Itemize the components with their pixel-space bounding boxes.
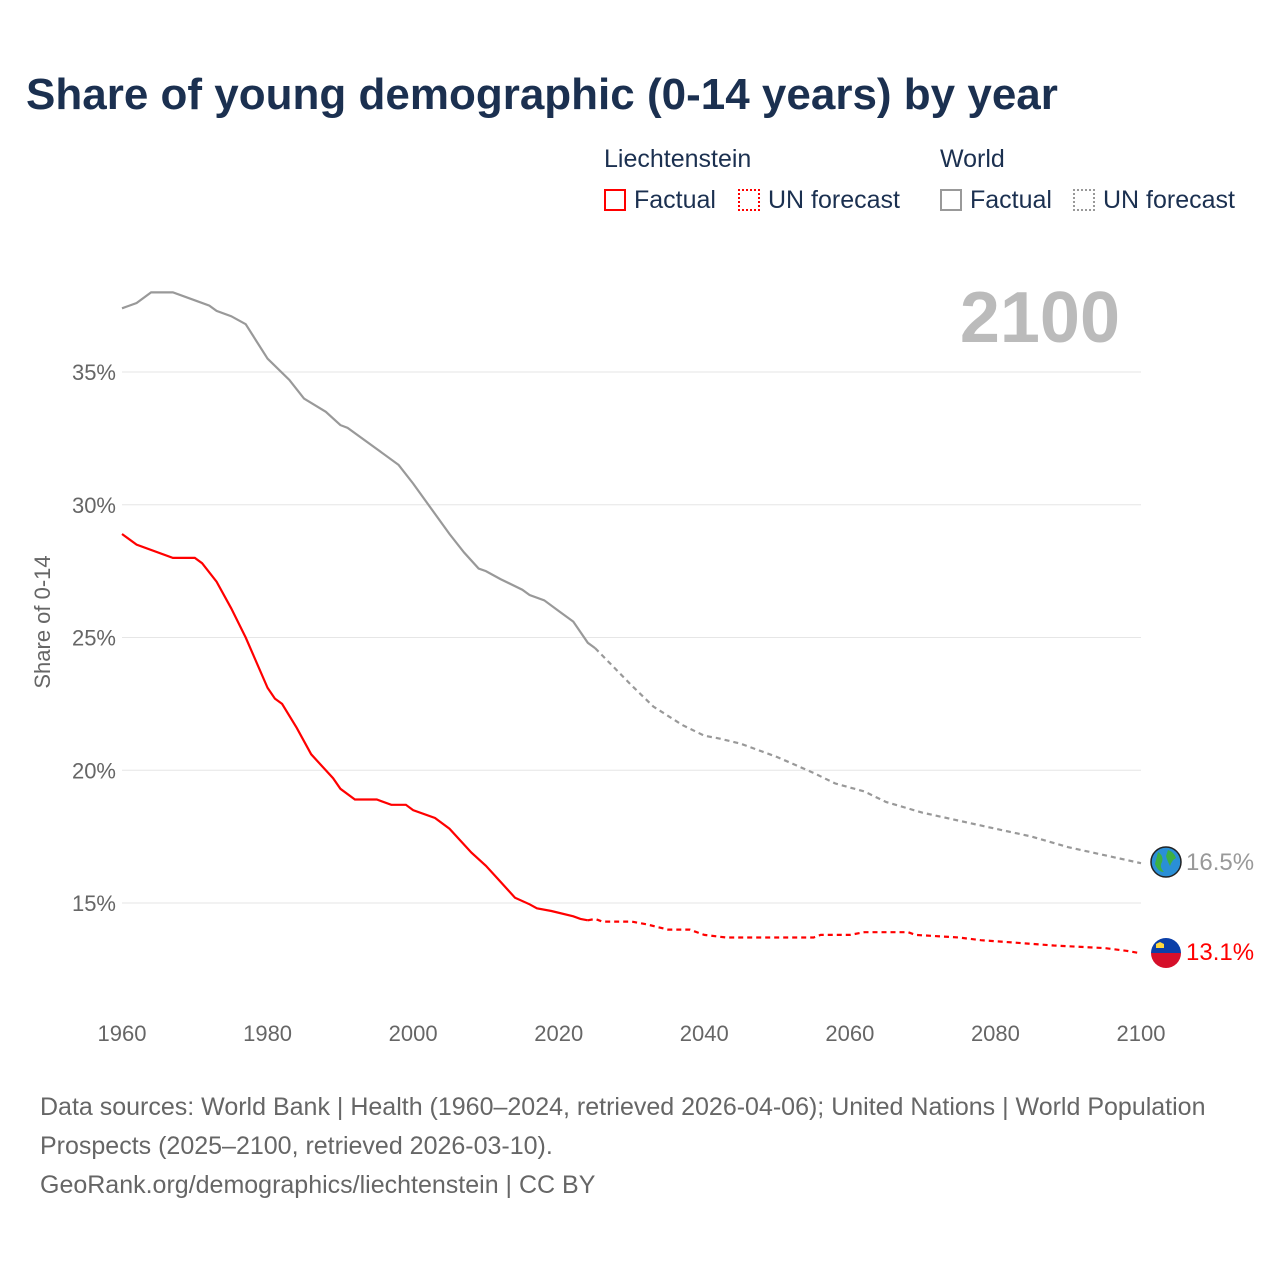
y-tick-label: 15% [72, 891, 116, 916]
legend-li-factual[interactable]: Factual [604, 186, 716, 215]
y-tick-label: 20% [72, 758, 116, 783]
legend-swatch-dotted [738, 189, 760, 211]
legend-group-liechtenstein: Liechtenstein [604, 145, 752, 173]
y-axis-label: Share of 0-14 [30, 555, 55, 688]
world-end-label: 16.5% [1186, 849, 1254, 876]
x-tick-label: 2020 [534, 1021, 583, 1046]
chart-title: Share of young demographic (0-14 years) … [26, 70, 1058, 119]
source-link[interactable]: GeoRank.org/demographics/liechtenstein |… [40, 1171, 596, 1199]
world-factual-line [121, 291, 596, 649]
liechtenstein-end-label: 13.1% [1186, 939, 1254, 966]
x-tick-label: 2080 [971, 1021, 1020, 1046]
x-tick-label: 1980 [243, 1021, 292, 1046]
legend-label: UN forecast [768, 186, 900, 214]
legend-swatch-solid [604, 189, 626, 211]
legend-label: Factual [970, 186, 1052, 214]
legend-li-forecast[interactable]: UN forecast [738, 186, 900, 215]
legend-swatch-solid [940, 189, 962, 211]
x-tick-label: 2100 [1117, 1021, 1166, 1046]
legend-label: UN forecast [1103, 186, 1235, 214]
data-sources-text: Data sources: World Bank | Health (1960–… [40, 1093, 1206, 1160]
liechtenstein-forecast-line [587, 917, 1142, 955]
liechtenstein-factual-line [121, 533, 589, 922]
line-chart: 15% 20% 25% 30% 35% 1960 1980 2000 2020 2040 2060 2… [30, 278, 1254, 1046]
legend-swatch-dotted [1073, 189, 1095, 211]
legend-world-forecast[interactable]: UN forecast [1073, 186, 1235, 215]
legend-label: Factual [634, 186, 716, 214]
year-label: 2100 [960, 278, 1120, 358]
world-globe-icon [1150, 846, 1182, 878]
x-tick-label: 2040 [680, 1021, 729, 1046]
x-tick-label: 1960 [98, 1021, 147, 1046]
world-forecast-line [594, 647, 1142, 865]
footer: Data sources: World Bank | Health (1960–… [40, 1088, 1220, 1205]
y-tick-label: 35% [72, 360, 116, 385]
y-tick-label: 25% [72, 626, 116, 651]
liechtenstein-flag-icon [1151, 938, 1181, 968]
y-tick-label: 30% [72, 493, 116, 518]
x-tick-label: 2060 [825, 1021, 874, 1046]
legend-group-world: World [940, 145, 1005, 173]
legend-world-factual[interactable]: Factual [940, 186, 1052, 215]
x-tick-label: 2000 [389, 1021, 438, 1046]
